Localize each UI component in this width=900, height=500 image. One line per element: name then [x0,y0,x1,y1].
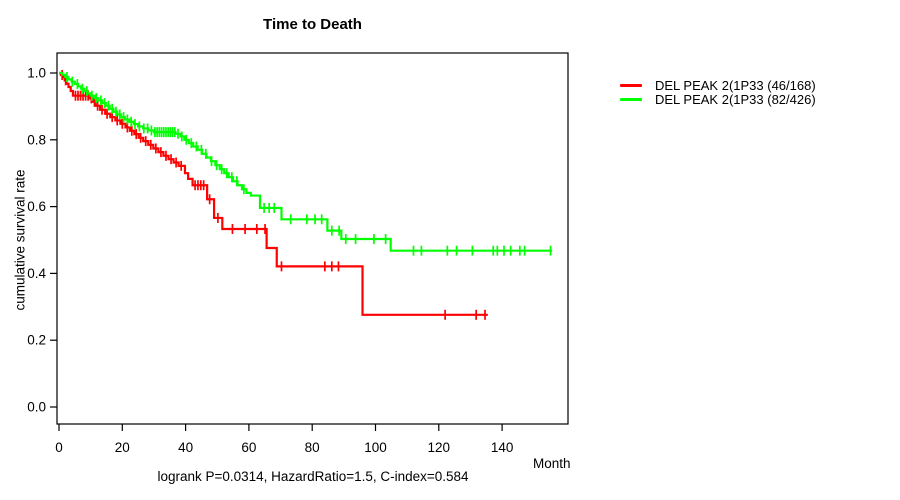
y-tick-label: 0.4 [27,266,46,281]
survival-curve-red [59,71,488,316]
x-tick-label: 140 [491,440,514,455]
x-tick-label: 40 [178,440,193,455]
stats-annotation: logrank P=0.0314, HazardRatio=1.5, C-ind… [157,469,469,484]
y-tick-label: 0.8 [27,132,46,147]
x-tick-label: 20 [115,440,130,455]
legend: DEL PEAK 2(1P33 (46/168) DEL PEAK 2(1P33… [620,77,816,107]
x-tick-label: 0 [55,440,63,455]
y-tick-label: 0.2 [27,333,46,348]
legend-label-red: DEL PEAK 2(1P33 (46/168) [655,77,816,93]
x-tick-label: 60 [241,440,256,455]
legend-label-green: DEL PEAK 2(1P33 (82/426) [655,91,816,107]
y-tick-label: 0.6 [27,199,46,214]
legend-item-green: DEL PEAK 2(1P33 (82/426) [620,91,816,107]
x-tick-label: 80 [305,440,320,455]
x-tick-label: 100 [364,440,387,455]
y-axis-label: cumulative survival rate [12,169,28,311]
legend-item-red: DEL PEAK 2(1P33 (46/168) [620,77,816,93]
survival-curve-green [59,71,553,252]
plot-box [56,52,569,425]
y-tick-label: 1.0 [27,66,46,81]
x-tick-label: 120 [428,440,451,455]
legend-line-green [620,97,642,101]
legend-line-red [620,83,642,87]
x-axis-label: Month [533,456,571,471]
y-tick-label: 0.0 [27,400,46,415]
chart-title: Time to Death [263,16,362,33]
